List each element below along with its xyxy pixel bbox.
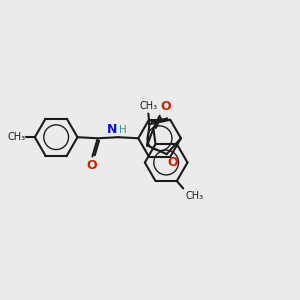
Text: CH₃: CH₃ <box>139 101 158 111</box>
Text: O: O <box>168 156 178 169</box>
Text: CH₃: CH₃ <box>185 190 203 201</box>
Text: H: H <box>118 124 126 134</box>
Text: CH₃: CH₃ <box>7 132 25 142</box>
Text: O: O <box>86 159 97 172</box>
Text: N: N <box>107 123 117 136</box>
Text: O: O <box>161 100 172 113</box>
